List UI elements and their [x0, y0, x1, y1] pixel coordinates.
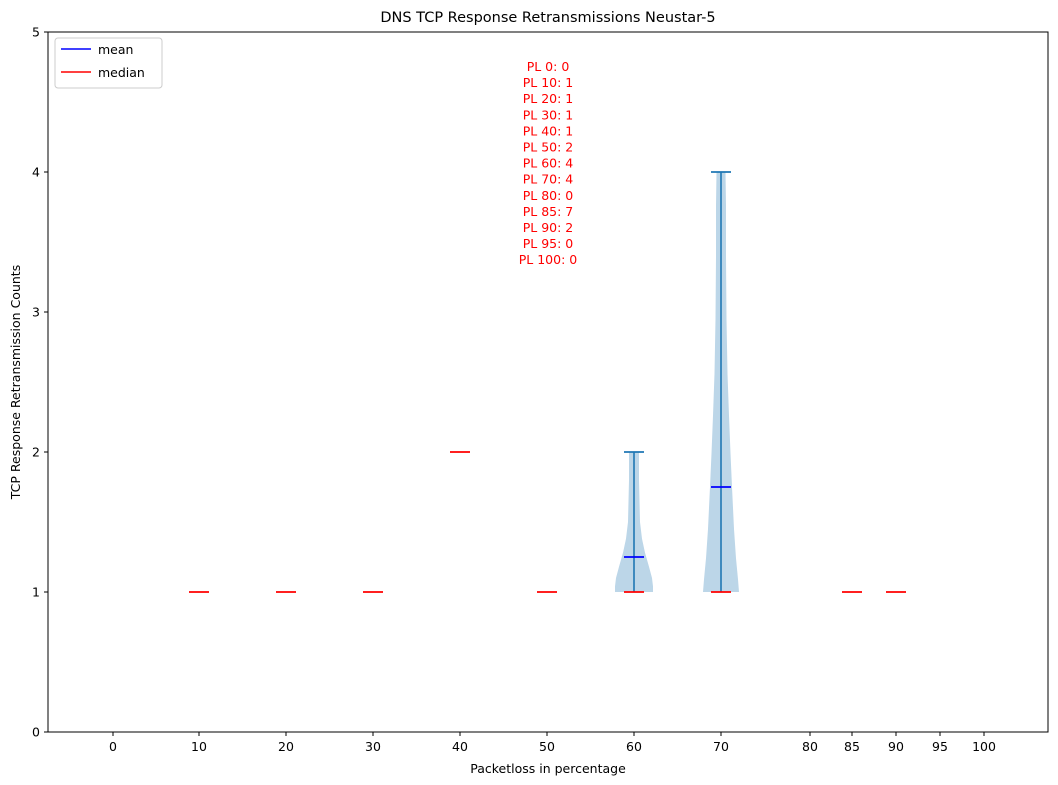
x-tick-label: 95: [932, 739, 948, 754]
annotation-line: PL 85: 7: [523, 204, 574, 219]
annotation-line: PL 0: 0: [527, 59, 570, 74]
x-tick-label: 0: [109, 739, 117, 754]
x-tick-label: 60: [626, 739, 642, 754]
legend-mean-label: mean: [98, 42, 133, 57]
y-tick-label: 0: [32, 725, 40, 740]
y-tick-label: 3: [32, 305, 40, 320]
legend: mean median: [54, 37, 163, 89]
annotation-line: PL 95: 0: [523, 236, 574, 251]
annotation-line: PL 10: 1: [523, 75, 574, 90]
legend-median-label: median: [98, 65, 145, 80]
annotation-line: PL 30: 1: [523, 107, 574, 122]
x-tick-label: 70: [713, 739, 729, 754]
legend-box: [54, 37, 163, 89]
y-tick-label: 1: [32, 585, 40, 600]
x-tick-label: 30: [365, 739, 381, 754]
x-tick-label: 85: [844, 739, 860, 754]
x-axis-label: Packetloss in percentage: [470, 761, 626, 776]
x-tick-label: 20: [278, 739, 294, 754]
x-tick-label: 80: [802, 739, 818, 754]
y-tick-label: 5: [32, 25, 40, 40]
x-tick-label: 40: [452, 739, 468, 754]
annotation-line: PL 40: 1: [523, 123, 574, 138]
annotation-line: PL 80: 0: [523, 188, 574, 203]
annotation-line: PL 60: 4: [523, 156, 574, 171]
x-tick-label: 100: [972, 739, 996, 754]
x-tick-label: 10: [191, 739, 207, 754]
y-tick-label: 2: [32, 445, 40, 460]
plot-frame: [47, 31, 1049, 733]
annotation-line: PL 90: 2: [523, 220, 574, 235]
chart-title: DNS TCP Response Retransmissions Neustar…: [380, 10, 715, 26]
annotation-line: PL 20: 1: [523, 91, 574, 106]
x-tick-label: 90: [888, 739, 904, 754]
annotation-line: PL 70: 4: [523, 172, 574, 187]
y-tick-label: 4: [32, 165, 40, 180]
annotation-line: PL 50: 2: [523, 140, 574, 155]
annotation-line: PL 100: 0: [519, 252, 578, 267]
x-tick-label: 50: [539, 739, 555, 754]
y-axis-label: TCP Response Retransmission Counts: [8, 265, 23, 500]
